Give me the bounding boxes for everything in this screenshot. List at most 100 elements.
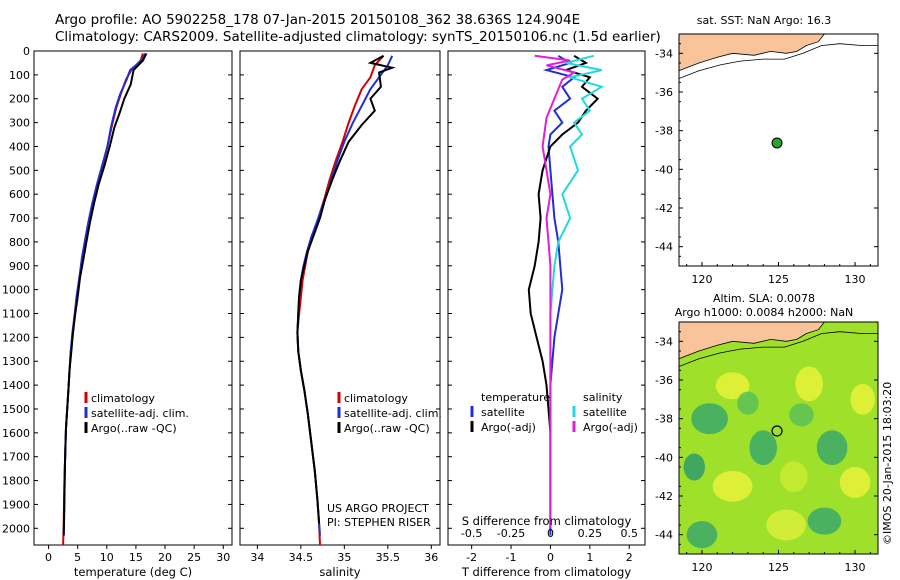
difference-series-argo <box>527 54 600 529</box>
sst-map-plot <box>679 34 878 79</box>
salinity-xtick-label: 35.5 <box>376 551 401 564</box>
sst-map-ytick-label: -40 <box>655 163 673 176</box>
temperature-ytick-label: 200 <box>9 93 30 106</box>
sla-anomaly-patch <box>780 461 808 493</box>
sla-map-ytick-label: -34 <box>655 335 673 348</box>
temperature-xtick-label: 25 <box>187 551 201 564</box>
figure-title-line2: Climatology: CARS2009. Satellite-adjuste… <box>55 29 661 45</box>
sla-map-land <box>679 322 825 360</box>
sla-map-ytick-label: -36 <box>655 374 673 387</box>
difference-xtick-label: -1 <box>506 551 517 564</box>
sla-anomaly-patch <box>795 366 823 402</box>
temperature-ytick-label: 1800 <box>2 475 30 488</box>
diff-legend-label: Argo(-adj) <box>583 421 638 434</box>
sla-anomaly-patch <box>715 372 750 400</box>
difference-xlabel: T difference from climatology <box>461 565 632 579</box>
difference-xtick-label: 1 <box>586 551 593 564</box>
temperature-ytick-label: 1400 <box>2 379 30 392</box>
temperature-xlabel: temperature (deg C) <box>74 565 192 579</box>
figure-title-line1: Argo profile: AO 5902258_178 07-Jan-2015… <box>55 12 581 28</box>
diff-legend-label: satellite <box>481 406 525 419</box>
temp-legend-label: satellite-adj. clim. <box>91 407 189 420</box>
sst-map-ytick-label: -44 <box>655 241 673 254</box>
sla-anomaly-patch <box>766 509 807 541</box>
sst-map-xtick-label: 120 <box>691 273 712 286</box>
argo-float-marker <box>771 425 783 437</box>
sla-map-xtick-label: 120 <box>691 561 712 574</box>
sla-anomaly-patch <box>816 430 848 466</box>
sla-anomaly-patch <box>749 430 777 466</box>
sdiff-tick-label: 0 <box>547 527 554 540</box>
temperature-ytick-label: 100 <box>9 69 30 82</box>
sdiff-tick-label: -0.25 <box>497 527 525 540</box>
temperature-series-clim <box>62 53 144 546</box>
salinity-xtick-label: 36 <box>424 551 438 564</box>
sst-map-ytick-label: -38 <box>655 125 673 138</box>
salinity-series-sat <box>296 55 394 536</box>
sst-map-frame <box>678 33 879 267</box>
imos-stamp: ©IMOS 20-Jan-2015 18:03:20 <box>881 381 894 545</box>
temperature-series-argo <box>62 52 148 536</box>
diff-legend-label: Argo(-adj) <box>481 421 536 434</box>
salinity-xtick-label: 35 <box>337 551 351 564</box>
sdiff-tick-label: -0.5 <box>461 527 482 540</box>
temp-legend-label: climatology <box>91 392 155 405</box>
temperature-ytick-label: 1700 <box>2 451 30 464</box>
sla-anomaly-patch <box>683 453 706 481</box>
temperature-frame <box>33 50 233 546</box>
temperature-xtick-label: 30 <box>216 551 230 564</box>
sdiff-tick-label: 0.5 <box>620 527 638 540</box>
temperature-xtick-label: 15 <box>129 551 143 564</box>
sst-map-ytick-label: -36 <box>655 86 673 99</box>
temperature-series-sat <box>62 52 147 536</box>
temperature-ytick-label: 1200 <box>2 331 30 344</box>
temperature-ytick-label: 1500 <box>2 403 30 416</box>
sla-map-ytick-label: -42 <box>655 490 673 503</box>
salinity-series-clim <box>296 55 385 546</box>
temperature-ytick-label: 600 <box>9 188 30 201</box>
sal-legend-label: climatology <box>344 392 408 405</box>
sla-anomaly-patch <box>850 383 875 415</box>
sla-anomaly-patch <box>712 470 753 502</box>
diff-legend-title-s: salinity <box>583 391 623 404</box>
sla-map-xtick-label: 130 <box>845 561 866 574</box>
temperature-xtick-label: 20 <box>158 551 172 564</box>
temperature-ytick-label: 800 <box>9 236 30 249</box>
sdiff-tick-label: 0.25 <box>578 527 603 540</box>
sdiff-xlabel: S difference from climatology <box>462 514 632 528</box>
sla-map-ytick-label: -44 <box>655 529 673 542</box>
sal-legend-label: satellite-adj. clim. <box>344 407 442 420</box>
difference-series-sal_argo <box>534 54 577 529</box>
sla-map-xtick-label: 125 <box>768 561 789 574</box>
temperature-xtick-label: 0 <box>45 551 52 564</box>
salinity-xlabel: salinity <box>319 565 360 579</box>
temperature-ytick-label: 500 <box>9 164 30 177</box>
sla-anomaly-patch <box>789 403 814 427</box>
diff-legend-label: satellite <box>583 406 627 419</box>
temperature-ytick-label: 1600 <box>2 427 30 440</box>
sst-map-title: sat. SST: NaN Argo: 16.3 <box>697 14 831 27</box>
sla-map-title1: Altim. SLA: 0.0078 <box>713 292 815 305</box>
sst-map-ytick-label: -42 <box>655 202 673 215</box>
temperature-ytick-label: 0 <box>23 45 30 58</box>
temperature-ytick-label: 400 <box>9 140 30 153</box>
sla-anomaly-patch <box>686 521 718 549</box>
temperature-xtick-label: 5 <box>74 551 81 564</box>
sal-note: US ARGO PROJECT <box>327 502 429 515</box>
sla-anomaly-patch <box>737 391 759 415</box>
sla-anomaly-patch <box>839 467 871 498</box>
sal-note: PI: STEPHEN RISER <box>327 516 431 529</box>
temperature-ytick-label: 900 <box>9 260 30 273</box>
sst-map-land <box>679 34 825 72</box>
salinity-series-argo <box>296 54 396 524</box>
temperature-ytick-label: 2000 <box>2 522 30 535</box>
difference-xtick-label: 2 <box>626 551 633 564</box>
temperature-ytick-label: 700 <box>9 212 30 225</box>
temperature-ytick-label: 1000 <box>2 284 30 297</box>
temperature-xtick-label: 10 <box>100 551 114 564</box>
sla-map-title2: Argo h1000: 0.0084 h2000: NaN <box>675 306 854 319</box>
temperature-ytick-label: 1300 <box>2 355 30 368</box>
sla-map-isobath <box>679 331 878 367</box>
sst-map-xtick-label: 125 <box>768 273 789 286</box>
